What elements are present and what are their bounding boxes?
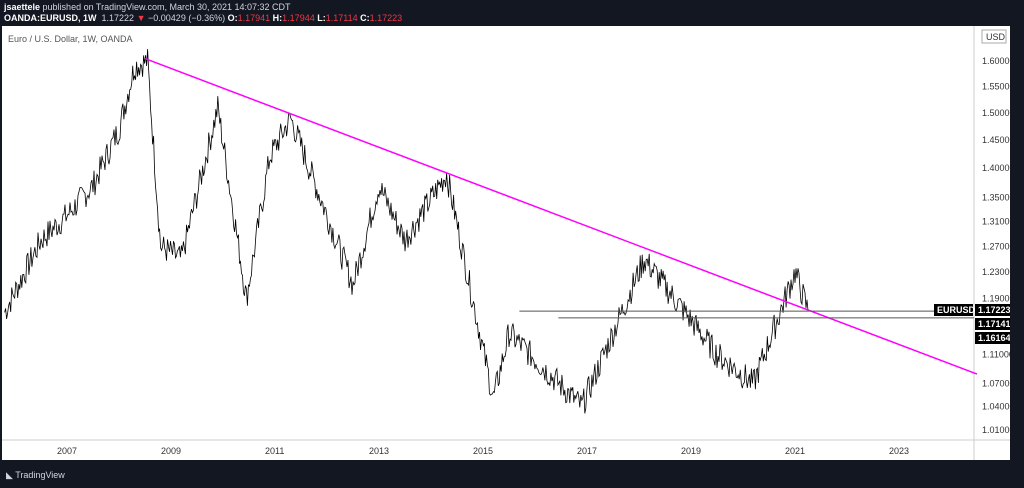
- change: −0.00429 (−0.36%): [148, 13, 226, 23]
- h-label: H:: [272, 13, 283, 23]
- y-tick-label: 1.04000: [982, 402, 1010, 412]
- author[interactable]: jsaettele: [4, 2, 41, 12]
- x-tick-label: 2015: [473, 446, 493, 456]
- x-tick-label: 2023: [889, 446, 909, 456]
- symbol-label-box: [934, 304, 973, 316]
- header: jsaettele published on TradingView.com, …: [0, 0, 1024, 26]
- y-tick-label: 1.27000: [982, 241, 1010, 251]
- symbol-label: EURUSD: [937, 305, 976, 315]
- price-label: 1.17141: [978, 319, 1010, 329]
- symbol: OANDA:EURUSD, 1W: [4, 13, 97, 23]
- y-tick-label: 1.50000: [982, 108, 1010, 118]
- x-tick-label: 2011: [265, 446, 284, 456]
- price-chart[interactable]: Euro / U.S. Dollar, 1W, OANDA USD 2007 20…: [2, 26, 1015, 460]
- y-tick-label: 1.19000: [982, 293, 1010, 303]
- brand: TradingView: [15, 470, 65, 480]
- price-label: 1.16164: [978, 333, 1010, 343]
- price-label-box: [975, 304, 1010, 316]
- price-label: 1.17223: [978, 305, 1010, 315]
- y-tick-label: 1.31000: [982, 216, 1010, 226]
- y-tick-label: 1.07000: [982, 379, 1010, 389]
- y-tick-label: 1.55000: [982, 82, 1010, 92]
- open: 1.17941: [237, 13, 271, 23]
- x-tick-label: 2019: [681, 446, 701, 456]
- low: 1.17114: [325, 13, 358, 23]
- chart-area[interactable]: Euro / U.S. Dollar, 1W, OANDA USD 2007 20…: [2, 26, 1015, 460]
- price-label-box: [975, 332, 1010, 344]
- y-tick-label: 1.01000: [982, 425, 1010, 435]
- o-label: O:: [227, 13, 238, 23]
- chart-title: Euro / U.S. Dollar, 1W, OANDA: [8, 34, 133, 44]
- price-label-box: [975, 318, 1010, 330]
- y-tick-label: 1.11000: [982, 349, 1010, 359]
- down-arrow-icon: ▼: [136, 13, 146, 23]
- y-tick-label: 1.35000: [982, 192, 1010, 202]
- last-price: 1.17222: [101, 13, 135, 23]
- y-tick-label: 1.40000: [982, 163, 1010, 173]
- x-tick-label: 2021: [785, 446, 805, 456]
- currency-box[interactable]: [981, 29, 1007, 44]
- footer: ◣ TradingView: [0, 462, 1024, 488]
- published: published on TradingView.com, March 30, …: [42, 2, 291, 12]
- price-series: [4, 49, 809, 414]
- l-label: L:: [317, 13, 326, 23]
- c-label: C:: [360, 13, 370, 23]
- y-tick-label: 1.60000: [982, 56, 1010, 66]
- trendline: [144, 57, 978, 375]
- x-tick-label: 2017: [577, 446, 597, 456]
- high: 1.17944: [282, 13, 315, 23]
- y-tick-label: 1.23000: [982, 267, 1010, 277]
- x-tick-label: 2013: [369, 446, 389, 456]
- currency: USD: [986, 32, 1006, 42]
- close: 1.17223: [369, 13, 403, 23]
- tradingview-logo-icon: ◣: [6, 470, 13, 480]
- x-tick-label: 2007: [57, 446, 77, 456]
- x-tick-label: 2009: [161, 446, 181, 456]
- y-tick-label: 1.45000: [982, 135, 1010, 145]
